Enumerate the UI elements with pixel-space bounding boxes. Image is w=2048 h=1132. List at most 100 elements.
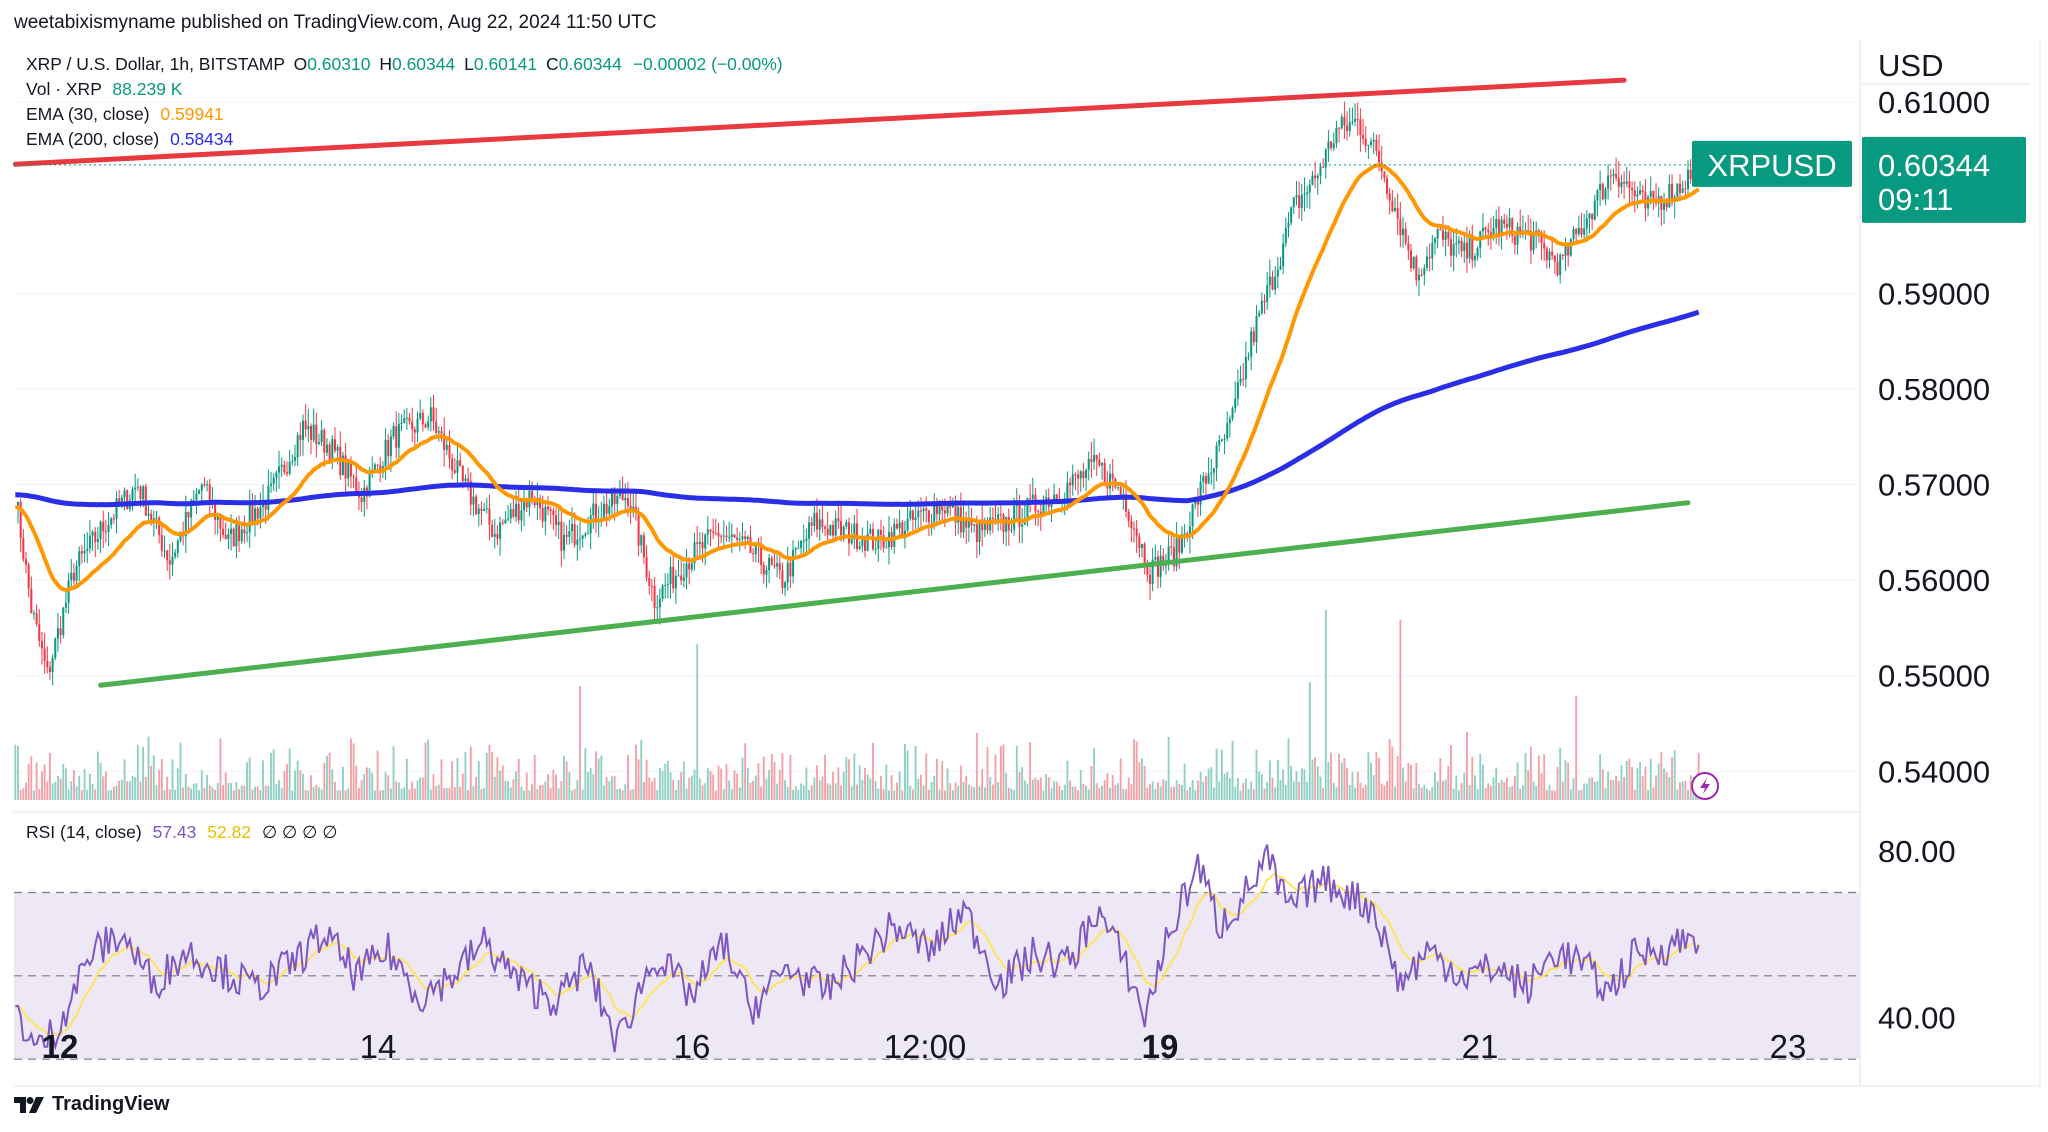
candle-body (179, 532, 182, 542)
candle-body (1255, 315, 1258, 343)
volume-bar (853, 753, 856, 800)
volume-bar (1356, 771, 1359, 800)
candle-body (27, 564, 30, 589)
volume-bar (1521, 785, 1524, 800)
candle-body (203, 484, 206, 486)
candle-body (280, 464, 283, 467)
volume-bar (704, 783, 707, 800)
candle-body (704, 534, 707, 549)
candle-body (965, 517, 968, 528)
candle-body (1090, 458, 1093, 462)
candle-body (1444, 231, 1447, 241)
candle-body (107, 524, 110, 533)
candle-body (1215, 445, 1218, 469)
volume-bar (1122, 788, 1125, 800)
candle-body (1633, 190, 1636, 197)
volume-bar (738, 787, 741, 800)
y-tick-label: 0.59000 (1878, 276, 1990, 311)
candle-body (653, 585, 656, 609)
lightning-icon[interactable] (1691, 772, 1719, 800)
volume-bar (962, 781, 965, 800)
volume-bar (1471, 756, 1474, 800)
volume-bar (1338, 753, 1341, 800)
candle-body (1463, 242, 1466, 252)
candle-body (1287, 223, 1290, 228)
volume-bar (275, 784, 278, 800)
candle-body (480, 508, 483, 511)
candle-body (1404, 228, 1407, 244)
candle-body (1103, 463, 1106, 483)
candle-body (46, 660, 49, 668)
rsi-legend[interactable]: RSI (14, close) 57.43 52.82 ∅ ∅ ∅ ∅ (26, 822, 338, 843)
change-value: −0.00002 (−0.00%) (632, 54, 783, 74)
candle-body (501, 522, 504, 524)
candle-body (427, 421, 430, 428)
volume-bar (509, 787, 512, 800)
candle-body (1460, 240, 1463, 252)
candle-body (943, 510, 946, 514)
volume-bar (1218, 781, 1221, 800)
candle-body (568, 531, 571, 537)
volume-bar (800, 783, 802, 800)
volume-bar (914, 745, 917, 800)
ema30-legend[interactable]: EMA (30, close) 0.59941 (26, 104, 224, 125)
candle-body (1620, 182, 1623, 187)
candle-body (1202, 476, 1205, 482)
candle-body (86, 548, 89, 551)
volume-bar (304, 790, 307, 800)
volume-bar (1095, 783, 1098, 800)
candle-body (973, 524, 976, 526)
candle-body (307, 425, 310, 430)
volume-bar (1055, 781, 1058, 800)
volume-bar (267, 785, 270, 800)
candle-body (696, 542, 699, 545)
volume-bar (1681, 781, 1684, 800)
candle-body (507, 518, 510, 520)
volume-bar (1210, 767, 1213, 800)
volume-bar (1010, 788, 1013, 800)
volume-bar (1159, 786, 1162, 800)
volume-bar (131, 775, 134, 800)
volume-bar (595, 751, 597, 800)
volume-bar (568, 772, 571, 800)
symbol-legend[interactable]: XRP / U.S. Dollar, 1h, BITSTAMP O0.60310… (26, 54, 783, 75)
candle-body (1071, 474, 1074, 486)
candle-body (387, 439, 390, 457)
volume-bar (1572, 778, 1575, 800)
volume-bar (251, 789, 254, 800)
ema200-legend[interactable]: EMA (200, close) 0.58434 (26, 129, 233, 150)
candle-body (485, 508, 488, 510)
volume-bar (642, 782, 645, 800)
volume-bar (746, 767, 749, 800)
candle-body (48, 667, 51, 673)
volume-bar (1633, 790, 1636, 800)
volume-bar (600, 755, 603, 800)
candle-body (254, 508, 257, 523)
candle-body (246, 532, 249, 534)
candle-body (453, 470, 456, 473)
volume-bar (1298, 781, 1301, 800)
volume-bar (603, 785, 605, 800)
candle-body (927, 510, 930, 523)
volume-bar (1082, 783, 1085, 800)
volume-bar (1452, 788, 1455, 800)
candle-body (882, 534, 885, 548)
candle-body (1098, 459, 1101, 466)
candle-body (1239, 379, 1242, 383)
volume-bar (1623, 777, 1626, 800)
volume-bar (504, 781, 507, 800)
candle-body (1303, 194, 1306, 196)
volume-bar (1263, 788, 1266, 800)
volume-bar (182, 787, 185, 800)
volume-legend[interactable]: Vol · XRP 88.239 K (26, 79, 182, 100)
candle-body (664, 584, 667, 586)
candle-body (1367, 144, 1370, 146)
candle-body (1306, 192, 1309, 195)
candle-body (1290, 207, 1293, 224)
candle-body (1332, 143, 1335, 149)
candle-body (344, 455, 347, 479)
candle-body (658, 598, 661, 608)
volume-bar (408, 789, 411, 800)
candle-body (1226, 423, 1229, 439)
volume-bar (1324, 610, 1327, 800)
